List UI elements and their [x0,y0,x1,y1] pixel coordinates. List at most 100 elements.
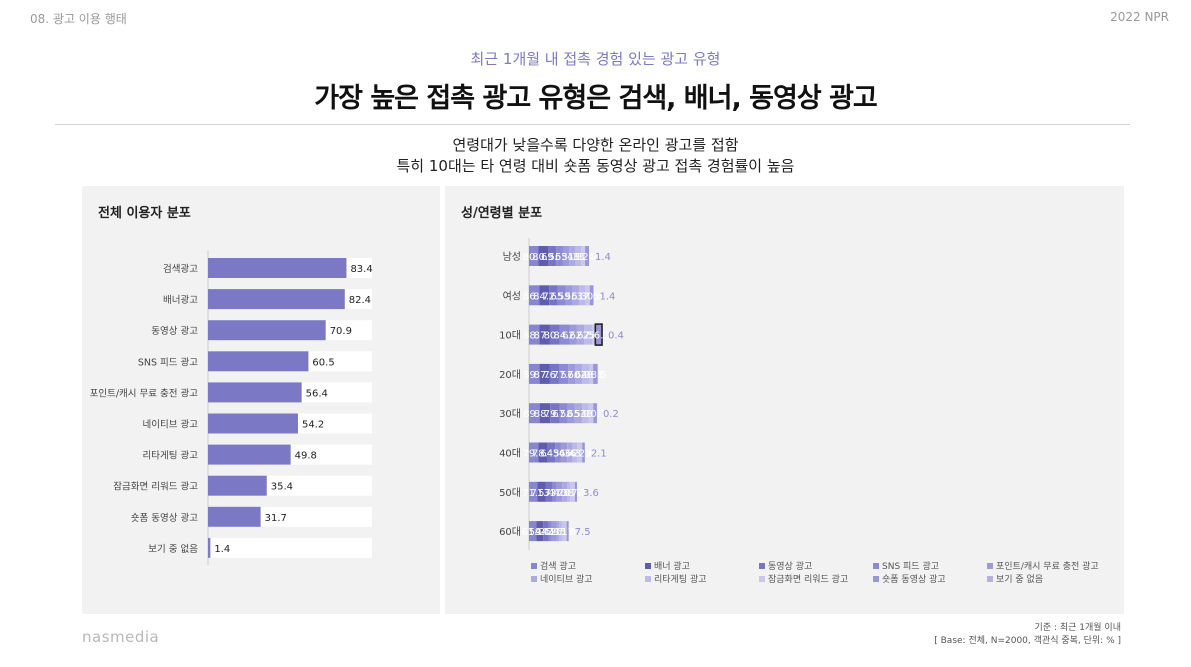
segment-40대-리타게팅-광고 [572,442,578,463]
segment-label-20대-배너-광고: 87.3 [534,370,556,381]
segment-10대-리타게팅-광고 [584,324,593,345]
segment-30대-리타게팅-광고 [582,403,589,424]
category-label-리타게팅-광고: 리타게팅 광고 [143,450,199,462]
segment-여성-검색-광고 [529,285,540,306]
legend-swatch-SNS-피드-광고 [873,563,879,569]
segment-10대-SNS-피드-광고 [559,324,570,345]
segment-30대-숏폼-동영상-광고 [593,403,597,424]
bar-포인트-캐시-무료-충전-광고 [208,382,302,403]
none-value-label-남성: 1.4 [595,252,611,263]
overall-bar-chart: 검색광고 83.4 배너광고 82.4 동영상 광고 70.9 SNS 피드 광고 60.5 포… [90,250,373,565]
segment-20대-네이티브-광고 [575,363,583,384]
footnote-criteria: 기준 : 최근 1개월 이내 [1034,623,1121,633]
legend-label-포인트-캐시-무료-충전-광고: 포인트/캐시 무료 충전 광고 [996,560,1099,572]
legend-label-리타게팅-광고: 리타게팅 광고 [654,573,707,585]
segment-label-남성-배너-광고: 80.4 [532,252,554,263]
segment-label-10대-포인트-캐시-무료-충전-광고: 62.5 [562,331,584,342]
legend-label-SNS-피드-광고: SNS 피드 광고 [882,560,939,572]
segment-label-20대-숏폼-동영상-광고: 38.5 [584,370,606,381]
segment-label-60대-SNS-피드-광고: 25.5 [539,527,561,538]
segment-label-40대-SNS-피드-광고: 43.5 [547,449,569,460]
segment-label-60대-배너-광고: 59.4 [529,527,551,538]
segment-label-남성-포인트-캐시-무료-충전-광고: 53.4 [555,252,577,263]
segment-50대-포인트-캐시-무료-충전-광고 [556,481,563,502]
segment-label-10대-리타게팅-광고: 67.8 [577,331,599,342]
row-label-20대: 20대 [499,369,521,381]
segment-label-여성-숏폼-동영상-광고: 30.6 [581,291,603,302]
bar-SNS-피드-광고 [208,351,309,372]
row-label-60대: 60대 [499,526,521,538]
segment-label-10대-배너-광고: 87.7 [534,331,556,342]
category-label-보기-중-없음: 보기 중 없음 [148,543,198,555]
segment-40대-포인트-캐시-무료-충전-광고 [560,442,568,463]
segment-label-40대-리타게팅-광고: 36.8 [564,449,586,460]
segment-남성-검색-광고 [529,246,539,266]
page-title: 가장 높은 접촉 광고 유형은 검색, 배너, 동영상 광고 [314,83,878,114]
segment-10대-포인트-캐시-무료-충전-광고 [569,324,577,345]
legend-swatch-숏폼-동영상-광고 [873,576,879,582]
segment-label-남성-리타게팅-광고: 48.5 [567,252,589,263]
category-label-네이티브-광고: 네이티브 광고 [143,419,199,431]
value-label-포인트-캐시-무료-충전-광고: 56.4 [306,388,328,399]
report-year: 2022 NPR [1110,10,1169,24]
segment-50대-동영상-광고 [545,481,553,502]
segment-label-여성-검색-광고: 86.6 [523,291,545,302]
segment-여성-동영상-광고 [549,285,558,306]
segment-20대-잠금화면-리워드-광고 [589,363,594,384]
segment-label-50대-배너-광고: 71.2 [531,488,553,499]
segment-30대-SNS-피드-광고 [559,403,568,424]
segment-여성-배너-광고 [539,285,550,306]
row-label-10대: 10대 [499,330,521,342]
segment-label-50대-SNS-피드-광고: 33.3 [543,488,565,499]
segment-30대-동영상-광고 [550,403,560,424]
value-label-네이티브-광고: 54.2 [302,420,324,431]
segment-label-30대-검색-광고: 89.8 [523,409,545,420]
segment-label-60대-숏폼-동영상-광고: 17 [561,527,574,538]
segment-10대-배너-광고 [539,324,550,345]
legend-swatch-리타게팅-광고 [645,576,651,582]
segment-label-남성-잠금화면-리워드-광고: 33.4 [572,252,594,263]
none-value-label-60대: 7.5 [575,527,591,538]
segment-label-60대-네이티브-광고: 24.5 [547,527,569,538]
segment-60대-배너-광고 [536,521,544,542]
segment-label-여성-SNS-피드-광고: 65.2 [551,291,573,302]
segment-남성-네이티브-광고 [569,246,576,266]
legend-swatch-배너-광고 [645,563,651,569]
segment-stacked-bar-chart: 남성 80.480.469.656.153.451.748.533.432.71.… [499,238,1099,585]
segment-남성-배너-광고 [538,246,549,266]
segment-label-50대-숏폼-동영상-광고: 17.1 [565,488,587,499]
segment-label-30대-네이티브-광고: 65.2 [567,409,589,420]
segment-50대-잠금화면-리워드-광고 [570,481,575,502]
segment-label-20대-포인트-캐시-무료-충전-광고: 57.7 [560,370,582,381]
segment-30대-배너-광고 [539,403,551,424]
segment-50대-SNS-피드-광고 [552,481,557,502]
segment-label-50대-리타게팅-광고: 28.4 [558,488,580,499]
segment-남성-포인트-캐시-무료-충전-광고 [562,246,570,266]
title-divider [55,124,1130,125]
segment-label-60대-리타게팅-광고: 25.5 [550,527,572,538]
segment-20대-배너-광고 [539,363,550,384]
legend-label-동영상-광고: 동영상 광고 [768,560,812,572]
segment-label-60대-검색-광고: 61.3 [521,527,543,538]
category-label-잠금화면-리워드-광고: 잠금화면 리워드 광고 [113,481,198,493]
segment-20대-숏폼-동영상-광고 [593,363,598,384]
segment-여성-숏폼-동영상-광고 [589,285,594,306]
description-line-2: 특히 10대는 타 연령 대비 숏폼 동영상 광고 접촉 경험률이 높음 [396,157,795,175]
segment-label-30대-잠금화면-리워드-광고: 38.7 [580,409,602,420]
segment-40대-동영상-광고 [547,442,556,463]
bar-리타게팅-광고 [208,444,291,465]
segment-10대-잠금화면-리워드-광고 [592,324,596,345]
section-label: 08. 광고 이용 행태 [30,12,127,26]
segment-label-20대-네이티브-광고: 60.3 [567,370,589,381]
segment-40대-배너-광고 [538,442,548,463]
bar-동영상-광고 [208,320,326,341]
bar-숏폼-동영상-광고 [208,506,261,527]
segment-20대-리타게팅-광고 [582,363,590,384]
legend-swatch-검색-광고 [531,563,537,569]
segment-label-40대-포인트-캐시-무료-충전-광고: 56.5 [553,449,575,460]
segment-label-50대-네이티브-광고: 40.1 [553,488,575,499]
row-label-여성: 여성 [503,290,521,302]
segment-30대-검색-광고 [529,403,540,424]
segment-label-10대-검색-광고: 88.9 [523,331,545,342]
segment-30대-네이티브-광고 [574,403,583,424]
